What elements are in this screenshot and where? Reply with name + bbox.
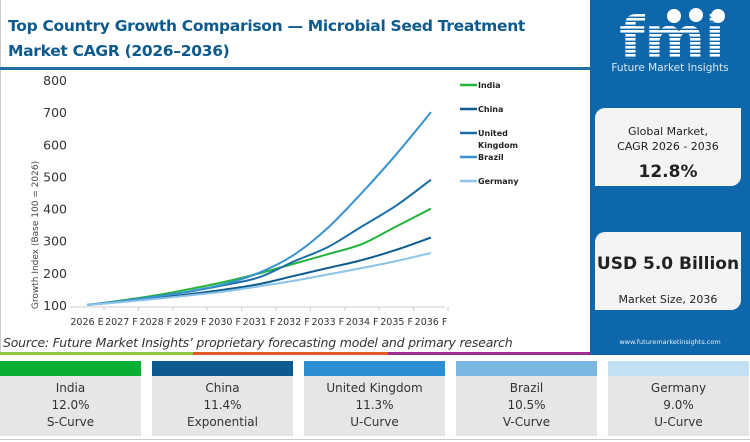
x-tick-label: 2033 F <box>311 317 344 328</box>
market-size-value: USD 5.0 Billion <box>596 254 740 274</box>
y-tick-label: 700 <box>43 105 67 120</box>
y-tick-label: 800 <box>43 73 67 88</box>
legend-label: United Kingdom <box>478 129 518 150</box>
card-color-bar <box>608 361 749 376</box>
card-color-bar <box>0 361 141 376</box>
card-body: Brazil 10.5% V-Curve <box>456 376 597 436</box>
chart-frame <box>0 0 1 352</box>
x-tick-label: 2034 F <box>346 317 379 328</box>
market-size-kpi-card: USD 5.0 Billion Market Size, 2036 <box>595 232 741 310</box>
series-line-india <box>86 207 432 306</box>
page-title: Top Country Growth Comparison — Microbia… <box>8 17 526 60</box>
card-curve-type: S-Curve <box>46 415 95 429</box>
x-tick-label: 2026 E <box>70 317 103 328</box>
country-card: Brazil 10.5% V-Curve <box>456 361 597 436</box>
website-link[interactable]: www.futuremarketinsights.com <box>619 338 721 346</box>
card-country: United Kingdom <box>326 381 423 395</box>
legend-label: Germany <box>478 177 519 186</box>
accent-strip <box>388 352 590 355</box>
line-chart: Growth Index (Base 100 = 2026) 100 200 300… <box>31 73 519 328</box>
card-cagr: 11.4% <box>203 398 242 412</box>
y-axis-label: Growth Index (Base 100 = 2026) <box>31 161 41 309</box>
card-curve-type: U-Curve <box>654 415 703 429</box>
cagr-kpi-card: Global Market, CAGR 2026 - 2036 12.8% <box>595 108 741 186</box>
card-body: United Kingdom 11.3% U-Curve <box>304 376 445 436</box>
brand-panel: fmi Future Market Insights Global Market… <box>590 0 750 355</box>
legend-label: China <box>478 105 503 114</box>
accent-strip <box>0 352 193 355</box>
x-tick-label: 2032 F <box>277 317 310 328</box>
y-tick-label: 500 <box>43 169 67 184</box>
series-line-china <box>86 236 432 306</box>
y-tick-label: 100 <box>43 298 67 313</box>
card-country: Germany <box>650 381 707 395</box>
x-tick-label: 2031 F <box>243 317 276 328</box>
source-note: Source: Future Market Insights’ propriet… <box>3 335 513 350</box>
legend-label: India <box>478 81 501 90</box>
card-country: China <box>205 381 240 395</box>
legend-label: Brazil <box>478 153 504 162</box>
y-tick-label: 400 <box>43 202 67 217</box>
bottom-border <box>0 439 750 440</box>
country-card: United Kingdom 11.3% U-Curve <box>304 361 445 436</box>
series-line-germany <box>86 251 432 306</box>
card-cagr: 11.3% <box>355 398 394 412</box>
title-divider <box>0 67 590 70</box>
fmi-logo: fmi <box>619 6 725 62</box>
card-body: China 11.4% Exponential <box>152 376 293 436</box>
y-tick-label: 300 <box>43 234 67 249</box>
card-color-bar <box>456 361 597 376</box>
x-tick-label: 2035 F <box>380 317 413 328</box>
card-body: India 12.0% S-Curve <box>0 376 141 436</box>
series-line-brazil <box>86 111 432 306</box>
card-curve-type: Exponential <box>187 415 258 429</box>
card-curve-type: U-Curve <box>350 415 399 429</box>
x-tick-label: 2029 F <box>174 317 207 328</box>
card-cagr: 10.5% <box>507 398 546 412</box>
country-card: China 11.4% Exponential <box>152 361 293 436</box>
card-color-bar <box>304 361 445 376</box>
card-body: Germany 9.0% U-Curve <box>608 376 749 436</box>
card-country: Brazil <box>509 381 544 395</box>
card-cagr: 12.0% <box>51 398 90 412</box>
card-cagr: 9.0% <box>663 398 694 412</box>
cagr-label: Global Market, CAGR 2026 - 2036 <box>617 125 719 153</box>
card-curve-type: V-Curve <box>502 415 551 429</box>
accent-strip <box>193 352 388 355</box>
country-card: Germany 9.0% U-Curve <box>608 361 749 436</box>
card-color-bar <box>152 361 293 376</box>
x-tick-label: 2036 F <box>415 317 448 328</box>
x-tick-label: 2027 F <box>105 317 138 328</box>
y-tick-label: 600 <box>43 137 67 152</box>
y-tick-label: 200 <box>43 266 67 281</box>
country-card: India 12.0% S-Curve <box>0 361 141 436</box>
market-size-label: Market Size, 2036 <box>618 293 718 306</box>
x-tick-label: 2030 F <box>208 317 241 328</box>
x-tick-label: 2028 F <box>139 317 172 328</box>
brand-name: Future Market Insights <box>611 62 729 74</box>
cagr-value: 12.8% <box>638 162 698 182</box>
card-country: India <box>55 381 86 395</box>
